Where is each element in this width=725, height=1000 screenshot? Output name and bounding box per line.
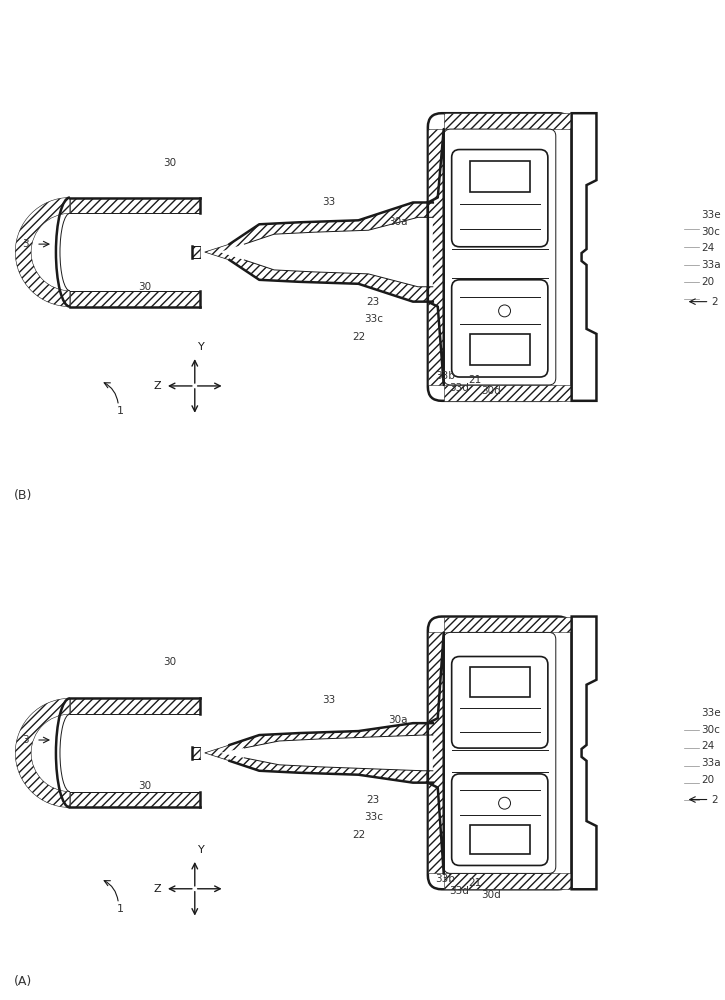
- Text: 30: 30: [163, 657, 177, 667]
- FancyBboxPatch shape: [428, 113, 571, 401]
- Text: 30d: 30d: [481, 890, 501, 900]
- Bar: [428, 129, 444, 385]
- Bar: [192, 246, 200, 258]
- FancyBboxPatch shape: [444, 632, 556, 873]
- Bar: [70, 198, 200, 213]
- FancyBboxPatch shape: [452, 774, 548, 865]
- Text: Y: Y: [198, 845, 204, 855]
- Bar: [571, 113, 579, 401]
- FancyBboxPatch shape: [428, 617, 571, 889]
- Text: 33a: 33a: [702, 260, 721, 270]
- Text: 2: 2: [711, 795, 718, 805]
- Text: 33c: 33c: [364, 314, 383, 324]
- Text: 30c: 30c: [702, 725, 721, 735]
- Text: 23: 23: [367, 795, 380, 805]
- Text: 24: 24: [702, 243, 715, 253]
- Text: 33c: 33c: [364, 812, 383, 822]
- Bar: [444, 113, 571, 129]
- Bar: [72, 213, 200, 291]
- Bar: [452, 249, 548, 278]
- Bar: [72, 714, 200, 792]
- Text: Z: Z: [154, 381, 161, 391]
- Text: (A): (A): [14, 975, 33, 988]
- Bar: [470, 667, 529, 697]
- Bar: [70, 792, 200, 807]
- Text: 33b: 33b: [435, 874, 455, 884]
- FancyBboxPatch shape: [452, 280, 548, 377]
- Text: 33b: 33b: [435, 371, 455, 381]
- Text: 22: 22: [352, 830, 365, 840]
- Bar: [70, 698, 200, 714]
- FancyBboxPatch shape: [452, 657, 548, 748]
- Text: 3: 3: [22, 735, 29, 745]
- Polygon shape: [571, 113, 597, 401]
- Text: 33a: 33a: [702, 758, 721, 768]
- Text: 22: 22: [352, 332, 365, 342]
- Text: 30d: 30d: [481, 386, 501, 396]
- Wedge shape: [15, 198, 70, 307]
- Polygon shape: [204, 202, 433, 302]
- Bar: [470, 825, 529, 854]
- Text: 30a: 30a: [389, 217, 408, 227]
- Bar: [470, 825, 529, 854]
- Polygon shape: [428, 632, 444, 873]
- Bar: [444, 617, 571, 632]
- Text: Y: Y: [198, 342, 204, 352]
- Polygon shape: [571, 617, 597, 889]
- Bar: [70, 291, 200, 307]
- Text: 33: 33: [322, 197, 335, 207]
- Text: 21: 21: [468, 375, 481, 385]
- Wedge shape: [15, 698, 70, 807]
- Text: 21: 21: [468, 878, 481, 888]
- Bar: [571, 617, 579, 889]
- Text: 1: 1: [117, 904, 124, 914]
- Bar: [428, 632, 444, 873]
- Polygon shape: [428, 129, 444, 385]
- Text: (B): (B): [14, 489, 33, 502]
- Text: 2: 2: [711, 297, 718, 307]
- Bar: [470, 161, 529, 192]
- Text: 23: 23: [367, 297, 380, 307]
- FancyBboxPatch shape: [444, 129, 556, 385]
- Text: 30: 30: [138, 282, 152, 292]
- Polygon shape: [204, 723, 433, 783]
- Text: 3: 3: [22, 239, 29, 249]
- Text: 30: 30: [163, 158, 177, 168]
- Bar: [192, 747, 200, 759]
- Text: 33e: 33e: [702, 210, 721, 220]
- Bar: [470, 334, 529, 365]
- Text: 30c: 30c: [702, 227, 721, 237]
- Text: 33: 33: [322, 695, 335, 705]
- Text: 20: 20: [702, 277, 715, 287]
- Text: 33d: 33d: [450, 886, 470, 896]
- Text: 30: 30: [138, 781, 152, 791]
- Polygon shape: [220, 735, 433, 771]
- Bar: [470, 334, 529, 365]
- Bar: [470, 667, 529, 697]
- Bar: [470, 161, 529, 192]
- FancyBboxPatch shape: [452, 150, 548, 247]
- Bar: [444, 385, 571, 401]
- Text: Z: Z: [154, 884, 161, 894]
- Text: 20: 20: [702, 775, 715, 785]
- Bar: [444, 873, 571, 889]
- Bar: [452, 750, 548, 772]
- Polygon shape: [220, 217, 433, 287]
- Text: 33e: 33e: [702, 708, 721, 718]
- Text: 33d: 33d: [450, 383, 470, 393]
- Text: 30a: 30a: [389, 715, 408, 725]
- Text: 1: 1: [117, 406, 124, 416]
- Text: 24: 24: [702, 741, 715, 751]
